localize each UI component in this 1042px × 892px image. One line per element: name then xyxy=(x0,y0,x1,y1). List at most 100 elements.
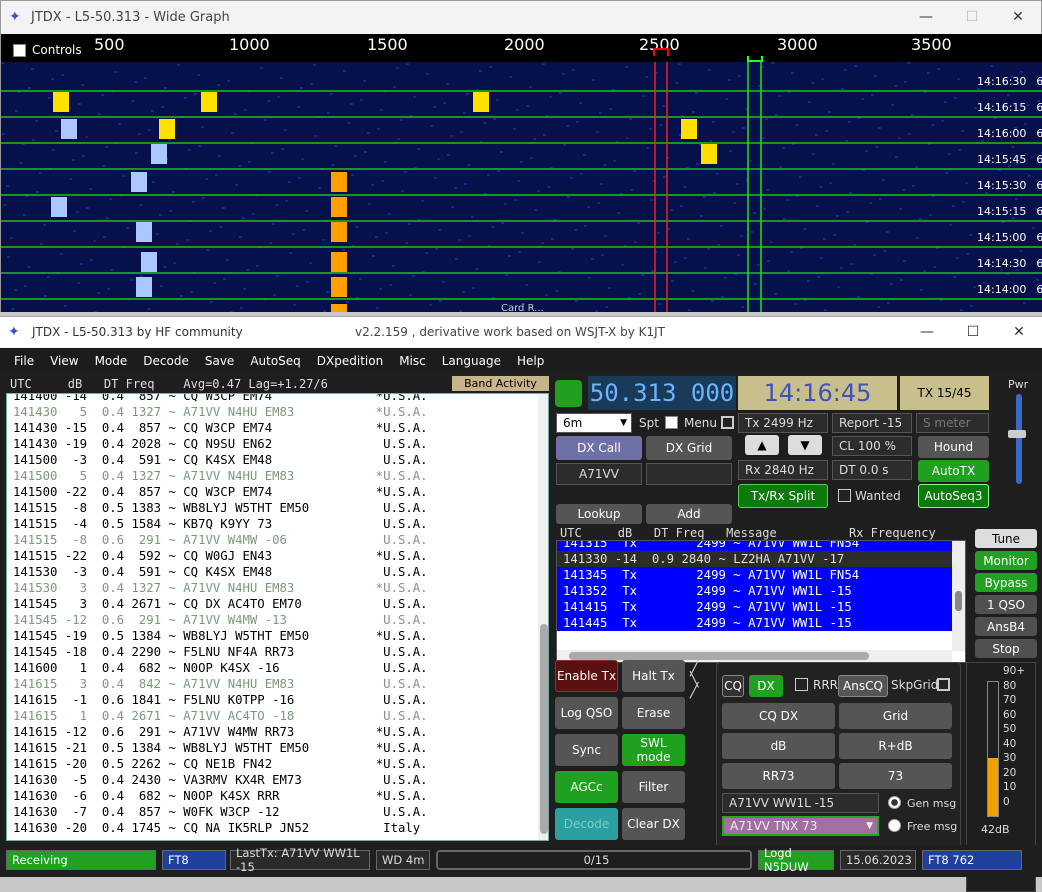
maximize-icon[interactable]: ☐ xyxy=(966,324,980,340)
band-activity-row[interactable]: 141515 -8 0.6 291 ~ A71VV W4MW -06 U.S.A… xyxy=(13,533,428,547)
dx-grid-button[interactable]: DX Grid xyxy=(646,436,732,460)
1-qso-button[interactable]: 1 QSO xyxy=(975,595,1037,614)
band-activity-row[interactable]: 141500 -22 0.4 857 ~ CQ W3CP EM74 *U.S.A… xyxy=(13,485,428,499)
free-msg-radio[interactable] xyxy=(888,819,901,832)
gen-msg-radio[interactable] xyxy=(888,796,901,809)
waterfall-canvas[interactable] xyxy=(1,62,1042,312)
band-activity-row[interactable]: 141515 -4 0.5 1584 ~ KB7Q K9YY 73 U.S.A. xyxy=(13,517,428,531)
band-activity-button[interactable]: Band Activity xyxy=(452,376,549,391)
waterfall[interactable]: 14:16:30 6m 14:16:15 6m 14:16:00 6m 14:15:45 6m… xyxy=(1,62,1042,312)
band-activity-row[interactable]: 141545 -12 0.6 291 ~ A71VV W4MW -13 U.S.… xyxy=(13,613,428,627)
cq-button[interactable]: CQ xyxy=(722,675,744,697)
band-activity-row[interactable]: 141545 -18 0.4 2290 ~ F5LNU NF4A RR73 U.… xyxy=(13,645,428,659)
cq-dx-button[interactable]: CQ DX xyxy=(722,703,835,729)
monitor-button[interactable]: Monitor xyxy=(975,551,1037,570)
clear-dx-button[interactable]: Clear DX xyxy=(622,808,685,840)
band-activity-row[interactable]: 141515 -22 0.4 592 ~ CQ W0GJ EN43 *U.S.A… xyxy=(13,549,428,563)
arrow-down-button[interactable]: ▼ xyxy=(788,435,822,455)
sync-button[interactable]: Sync xyxy=(555,734,618,766)
lookup-button[interactable]: Lookup xyxy=(556,504,642,524)
band-activity-row[interactable]: 141430 -19 0.4 2028 ~ CQ N9SU EN62 U.S.A… xyxy=(13,437,428,451)
rx-list-vscrollbar[interactable] xyxy=(952,541,965,651)
tx-marker[interactable] xyxy=(653,48,669,56)
menu-view[interactable]: View xyxy=(50,354,79,368)
rx-frequency-row[interactable]: 141445 Tx 2499 ~ A71VV WW1L -15 xyxy=(557,615,965,631)
band-activity-row[interactable]: 141630 -20 0.4 1745 ~ CQ NA IK5RLP JN52 … xyxy=(13,821,421,835)
tune-button[interactable]: Tune xyxy=(975,529,1037,548)
rx-frequency-row[interactable]: 141352 Tx 2499 ~ A71VV WW1L -15 xyxy=(557,583,965,599)
band-select[interactable]: 6m ▼ xyxy=(556,413,632,433)
band-activity-row[interactable]: 141500 -3 0.4 591 ~ CQ K4SX EM48 U.S.A. xyxy=(13,453,428,467)
band-activity-list[interactable]: 141400 -14 0.4 857 ~ CQ W3CP EM74 *U.S.A… xyxy=(6,393,549,841)
band-activity-row[interactable]: 141615 -12 0.6 291 ~ A71VV W4MW RR73 *U.… xyxy=(13,725,428,739)
band-activity-row[interactable]: 141545 3 0.4 2671 ~ CQ DX AC4TO EM70 U.S… xyxy=(13,597,428,611)
swl-mode-button[interactable]: SWL mode xyxy=(622,734,685,766)
anscq-button[interactable]: AnsCQ xyxy=(838,675,888,697)
tx-order-icon[interactable]: ╱ ╲ ╱ xyxy=(690,661,699,699)
spt-checkbox[interactable] xyxy=(665,416,678,429)
rx-frequency-spinbox[interactable]: Rx 2840 Hz xyxy=(738,460,828,480)
grid-button[interactable]: Grid xyxy=(839,703,952,729)
erase-button[interactable]: Erase xyxy=(622,697,685,729)
dx-grid-field[interactable] xyxy=(646,463,732,485)
report-spinbox[interactable]: Report -15 xyxy=(832,413,912,433)
maximize-icon[interactable]: ☐ xyxy=(965,9,979,25)
log-qso-button[interactable]: Log QSO xyxy=(555,697,618,729)
band-activity-row[interactable]: 141615 -20 0.5 2262 ~ CQ NE1B FN42 *U.S.… xyxy=(13,757,428,771)
skpgrid-checkbox[interactable] xyxy=(937,678,950,691)
cl-spinbox[interactable]: CL 100 % xyxy=(832,436,912,456)
enable-tx-button[interactable]: Enable Tx xyxy=(555,660,618,692)
dt-spinbox[interactable]: DT 0.0 s xyxy=(832,460,912,480)
band-activity-row[interactable]: 141545 -19 0.5 1384 ~ WB8LYJ W5THT EM50 … xyxy=(13,629,428,643)
halt-tx-button[interactable]: Halt Tx xyxy=(622,660,685,692)
hound-button[interactable]: Hound xyxy=(918,436,989,458)
scrollbar-thumb[interactable] xyxy=(569,652,869,660)
band-activity-row[interactable]: 141430 -15 0.4 857 ~ CQ W3CP EM74 *U.S.A… xyxy=(13,421,428,435)
menu-mode[interactable]: Mode xyxy=(94,354,128,368)
menu-help[interactable]: Help xyxy=(516,354,545,368)
minimize-icon[interactable]: — xyxy=(919,9,933,25)
dx-call-button[interactable]: DX Call xyxy=(556,436,642,460)
band-activity-row[interactable]: 141500 5 0.4 1327 ~ A71VV N4HU EM83 *U.S… xyxy=(13,469,428,483)
txrx-split-button[interactable]: Tx/Rx Split xyxy=(738,484,828,508)
menu-dxpedition[interactable]: DXpedition xyxy=(316,354,384,368)
band-activity-row[interactable]: 141515 -8 0.5 1383 ~ WB8LYJ W5THT EM50 U… xyxy=(13,501,428,515)
menu-autoseq[interactable]: AutoSeq xyxy=(250,354,301,368)
rr73-button[interactable]: RR73 xyxy=(722,763,835,789)
minimize-icon[interactable]: — xyxy=(920,324,934,340)
ansb4-button[interactable]: AnsB4 xyxy=(975,617,1037,636)
rx-frequency-row[interactable]: 141415 Tx 2499 ~ A71VV WW1L -15 xyxy=(557,599,965,615)
controls-checkbox-box[interactable] xyxy=(13,43,26,57)
band-activity-row[interactable]: 141630 -6 0.4 682 ~ N0OP K4SX RRR *U.S.A… xyxy=(13,789,428,803)
rrr-checkbox[interactable] xyxy=(795,678,808,691)
decode-button[interactable]: Decode xyxy=(555,808,618,840)
bypass-button[interactable]: Bypass xyxy=(975,573,1037,592)
arrow-up-button[interactable]: ▲ xyxy=(745,435,779,455)
free-msg-select[interactable]: A71VV TNX 73 ▼ xyxy=(722,816,879,836)
add-button[interactable]: Add xyxy=(646,504,732,524)
scrollbar-thumb[interactable] xyxy=(540,624,548,834)
autotx-button[interactable]: AutoTX xyxy=(918,460,989,482)
rx-frequency-row[interactable]: 141315 Tx 2499 ~ A71VV WW1L FN54 xyxy=(557,541,965,551)
stop-button[interactable]: Stop xyxy=(975,639,1037,658)
band-activity-row[interactable]: 141615 3 0.4 842 ~ A71VV N4HU EM83 U.S.A… xyxy=(13,677,428,691)
73-button[interactable]: 73 xyxy=(839,763,952,789)
pwr-slider[interactable] xyxy=(1016,394,1022,484)
rx-frequency-row[interactable]: 141345 Tx 2499 ~ A71VV WW1L FN54 xyxy=(557,567,965,583)
band-activity-scrollbar[interactable] xyxy=(538,394,548,840)
menu-save[interactable]: Save xyxy=(204,354,235,368)
band-activity-row[interactable]: 141615 -1 0.6 1841 ~ F5LNU K0TPP -16 U.S… xyxy=(13,693,428,707)
menu-language[interactable]: Language xyxy=(441,354,501,368)
tx-period-button[interactable]: TX 15/45 xyxy=(900,376,989,410)
band-activity-row[interactable]: 141630 -5 0.4 2430 ~ VA3RMV KX4R EM73 U.… xyxy=(13,773,428,787)
dx-button[interactable]: DX xyxy=(749,675,783,697)
rx-marker[interactable] xyxy=(747,56,763,62)
menu-checkbox[interactable] xyxy=(721,416,734,429)
filter-button[interactable]: Filter xyxy=(622,771,685,803)
close-icon[interactable]: ✕ xyxy=(1012,9,1024,25)
band-activity-row[interactable]: 141530 -3 0.4 591 ~ CQ K4SX EM48 U.S.A. xyxy=(13,565,428,579)
band-activity-row[interactable]: 141400 -14 0.4 857 ~ CQ W3CP EM74 *U.S.A… xyxy=(13,393,428,403)
rx-frequency-row[interactable]: 141330 -14 0.9 2840 ~ LZ2HA A71VV -17 xyxy=(557,551,965,567)
dx-call-field[interactable]: A71VV xyxy=(556,463,642,485)
agcc-button[interactable]: AGCc xyxy=(555,771,618,803)
